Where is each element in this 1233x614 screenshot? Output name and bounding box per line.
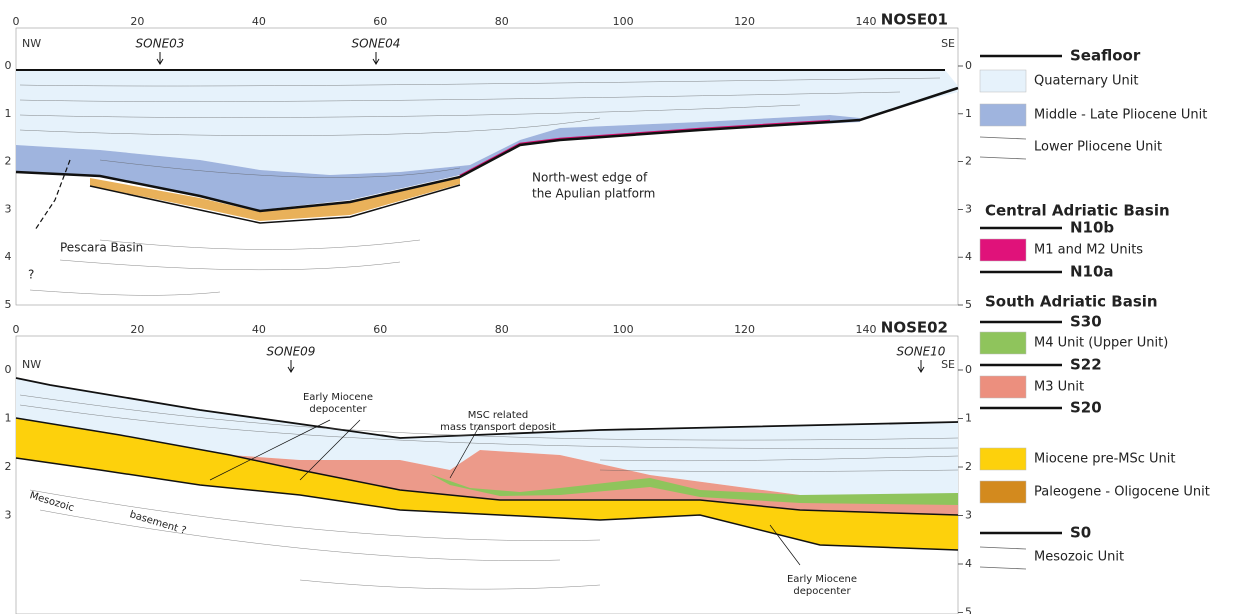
depth-tick-label: 5	[965, 298, 972, 311]
end-label: NW	[22, 37, 41, 50]
profile-arrow	[157, 52, 163, 64]
profile-label: SONE10	[897, 345, 946, 359]
legend-swatch	[980, 70, 1026, 92]
distance-tick-label: 140	[856, 15, 877, 28]
distance-tick-label: 20	[130, 15, 144, 28]
depth-tick-label: 2	[5, 460, 12, 473]
legend-label: N10b	[1070, 219, 1114, 237]
depth-tick-label: 3	[5, 509, 12, 522]
legend-label: S22	[1070, 356, 1102, 374]
annotation: Early Miocene	[787, 574, 857, 585]
panel-title: NOSE01	[881, 11, 948, 29]
annotation: depocenter	[793, 586, 851, 597]
depth-tick-label: 1	[5, 412, 12, 425]
distance-tick-label: 140	[856, 323, 877, 336]
annotation: Pescara Basin	[60, 241, 143, 255]
depth-tick-label: 4	[5, 250, 12, 263]
legend-swatch	[980, 239, 1026, 261]
depth-tick-label: 3	[965, 509, 972, 522]
legend-label: S30	[1070, 313, 1102, 331]
legend-label: Lower Pliocene Unit	[1034, 140, 1162, 155]
annotation: ?	[28, 268, 34, 282]
depth-tick-label: 0	[965, 363, 972, 376]
profile-label: SONE04	[352, 37, 401, 51]
distance-tick-label: 120	[734, 323, 755, 336]
depth-tick-label: 5	[5, 298, 12, 311]
legend-label: Quaternary Unit	[1034, 74, 1139, 89]
annotation: the Apulian platform	[532, 187, 655, 201]
legend-label: M3 Unit	[1034, 380, 1084, 395]
depth-tick-label: 1	[5, 107, 12, 120]
legend-label: Paleogene - Oligocene Unit	[1034, 485, 1210, 500]
legend-label: M4 Unit (Upper Unit)	[1034, 336, 1168, 351]
annotation: North-west edge of	[532, 171, 648, 185]
distance-tick-label: 20	[130, 323, 144, 336]
annotation: mass transport deposit	[440, 422, 556, 433]
legend-swatch	[980, 448, 1026, 470]
depth-tick-label: 2	[5, 155, 12, 168]
end-label: SE	[941, 358, 955, 371]
distance-tick-label: 40	[252, 323, 266, 336]
depth-tick-label: 3	[5, 202, 12, 215]
legend-swatch	[980, 481, 1026, 503]
depth-tick-label: 0	[965, 59, 972, 72]
depth-tick-label: 3	[965, 202, 972, 215]
panel-title: NOSE02	[881, 319, 948, 337]
profile-arrow	[918, 360, 924, 372]
legend-swatch	[980, 104, 1026, 126]
legend-heading: Central Adriatic Basin	[985, 202, 1170, 220]
legend-label: S20	[1070, 399, 1102, 417]
distance-tick-label: 60	[373, 15, 387, 28]
legend-label: Seafloor	[1070, 47, 1141, 65]
legend-swatch	[980, 547, 1026, 569]
distance-tick-label: 0	[13, 323, 20, 336]
legend-label: Mesozoic Unit	[1034, 550, 1124, 565]
legend-label: S0	[1070, 524, 1091, 542]
legend-swatch	[980, 332, 1026, 354]
distance-tick-label: 100	[613, 323, 634, 336]
annotation: depocenter	[309, 404, 367, 415]
profile-arrow	[288, 360, 294, 372]
distance-tick-label: 120	[734, 15, 755, 28]
annotation: Early Miocene	[303, 392, 373, 403]
legend-label: M1 and M2 Units	[1034, 243, 1143, 258]
legend-label: Miocene pre-MSc Unit	[1034, 452, 1176, 467]
section-nose02	[16, 336, 958, 614]
depth-tick-label: 0	[5, 363, 12, 376]
distance-tick-label: 40	[252, 15, 266, 28]
depth-tick-label: 1	[965, 107, 972, 120]
end-label: NW	[22, 358, 41, 371]
annotation: MSC related	[468, 410, 529, 421]
depth-tick-label: 2	[965, 155, 972, 168]
depth-tick-label: 4	[965, 557, 972, 570]
profile-label: SONE09	[267, 345, 316, 359]
end-label: SE	[941, 37, 955, 50]
profile-label: SONE03	[136, 37, 185, 51]
figure: NOSE01020406080100120140012345012345NWSE…	[0, 0, 1233, 614]
legend-heading: South Adriatic Basin	[985, 293, 1158, 311]
depth-tick-label: 0	[5, 59, 12, 72]
distance-tick-label: 80	[495, 323, 509, 336]
legend-swatch	[980, 137, 1026, 159]
depth-tick-label: 5	[965, 606, 972, 614]
depth-tick-label: 4	[965, 250, 972, 263]
legend-swatch	[980, 376, 1026, 398]
distance-tick-label: 100	[613, 15, 634, 28]
depth-tick-label: 2	[965, 460, 972, 473]
distance-tick-label: 80	[495, 15, 509, 28]
distance-tick-label: 60	[373, 323, 387, 336]
legend-label: Middle - Late Pliocene Unit	[1034, 108, 1207, 123]
page: {"panels": [ {"title": "NOSE01", "distan…	[0, 0, 1233, 614]
legend-label: N10a	[1070, 263, 1114, 281]
distance-tick-label: 0	[13, 15, 20, 28]
depth-tick-label: 1	[965, 412, 972, 425]
profile-arrow	[373, 52, 379, 64]
section-nose01	[16, 28, 958, 305]
